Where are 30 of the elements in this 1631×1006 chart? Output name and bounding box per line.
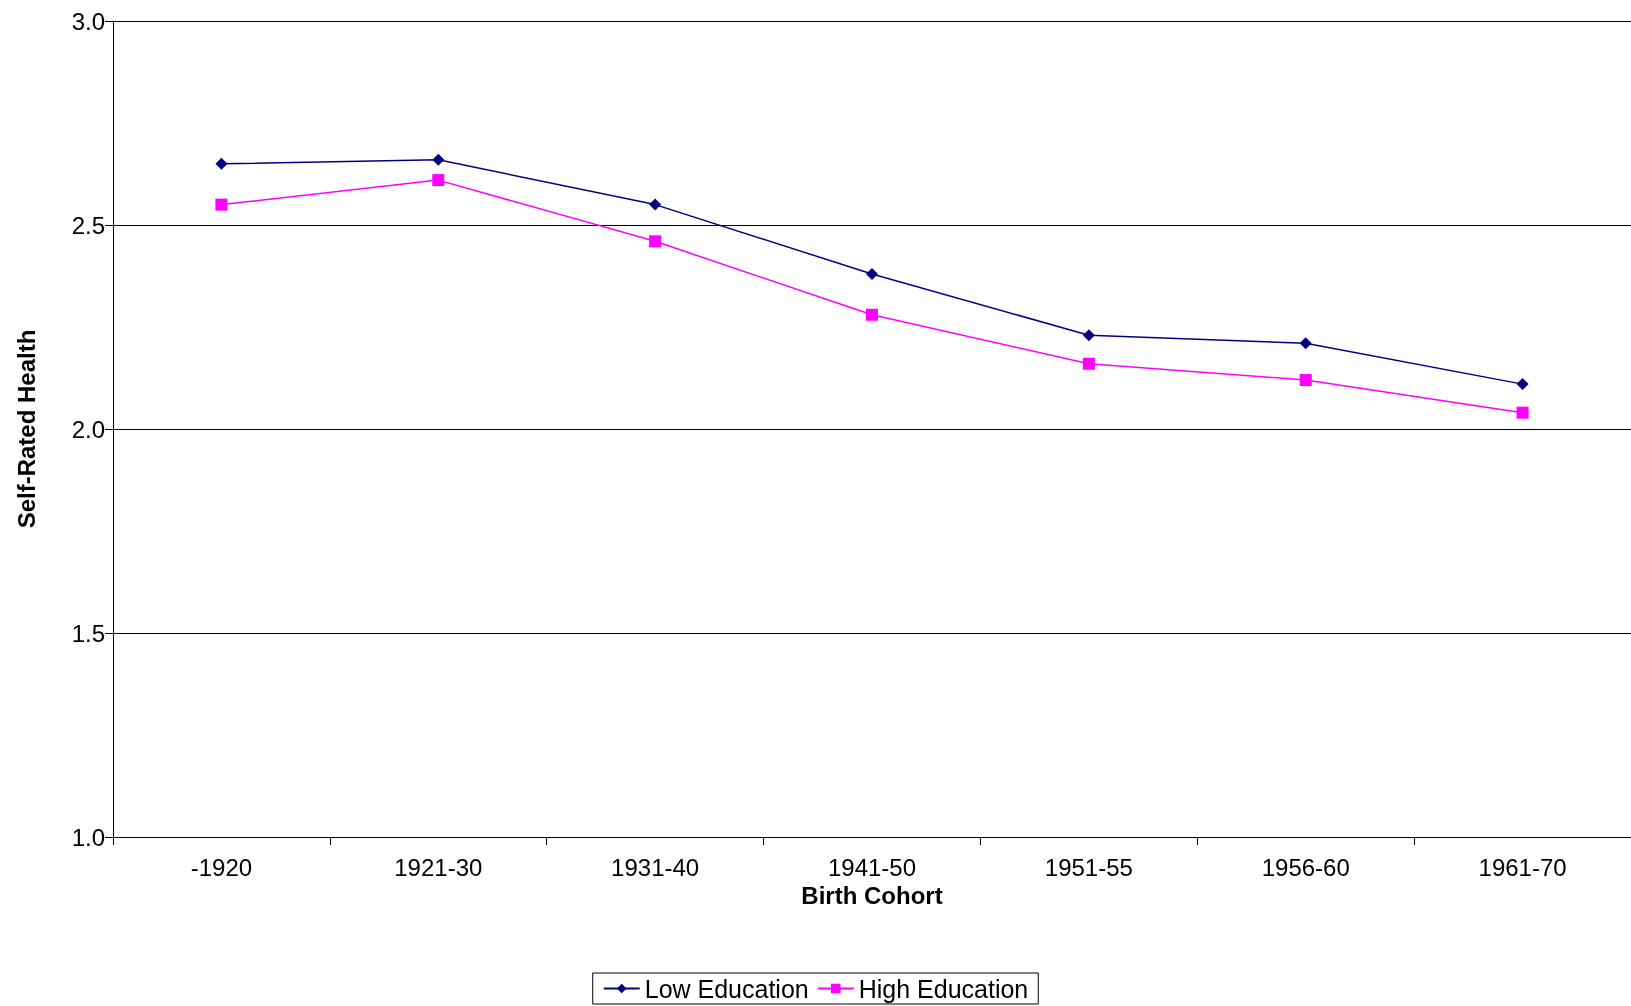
y-tick-label: 1.0 <box>71 823 105 851</box>
x-tick-label: 1941-50 <box>827 853 917 881</box>
x-tick-label: 1956-60 <box>1261 853 1350 881</box>
point <box>866 267 878 280</box>
point <box>649 198 662 211</box>
x-tick-label: 1931-40 <box>611 853 700 881</box>
point <box>432 153 445 166</box>
x-tick-label: -1920 <box>190 853 253 881</box>
y-axis-title: Self-Rated Health <box>12 329 40 529</box>
point <box>1516 406 1529 419</box>
point <box>215 157 228 170</box>
x-tick-label: 1921-30 <box>394 853 483 881</box>
y-tick-label: 2.0 <box>71 415 105 443</box>
x-tick-label: 1961-70 <box>1478 853 1567 881</box>
y-tick-label: 2.5 <box>71 211 105 239</box>
x-axis-title: Birth Cohort <box>801 882 943 910</box>
point <box>866 308 878 321</box>
point <box>1299 337 1312 350</box>
point <box>1516 378 1529 391</box>
legend-label: High Education <box>858 974 1029 1003</box>
point <box>1082 357 1095 370</box>
y-tick-label: 1.5 <box>71 619 105 647</box>
legend-label: Low Education <box>644 974 809 1003</box>
x-tick-label: 1951-55 <box>1044 853 1133 881</box>
point <box>215 198 228 211</box>
point <box>649 235 662 248</box>
point <box>432 174 445 187</box>
point <box>1299 374 1312 387</box>
point <box>1082 329 1095 342</box>
y-tick-label: 3.0 <box>71 7 105 35</box>
